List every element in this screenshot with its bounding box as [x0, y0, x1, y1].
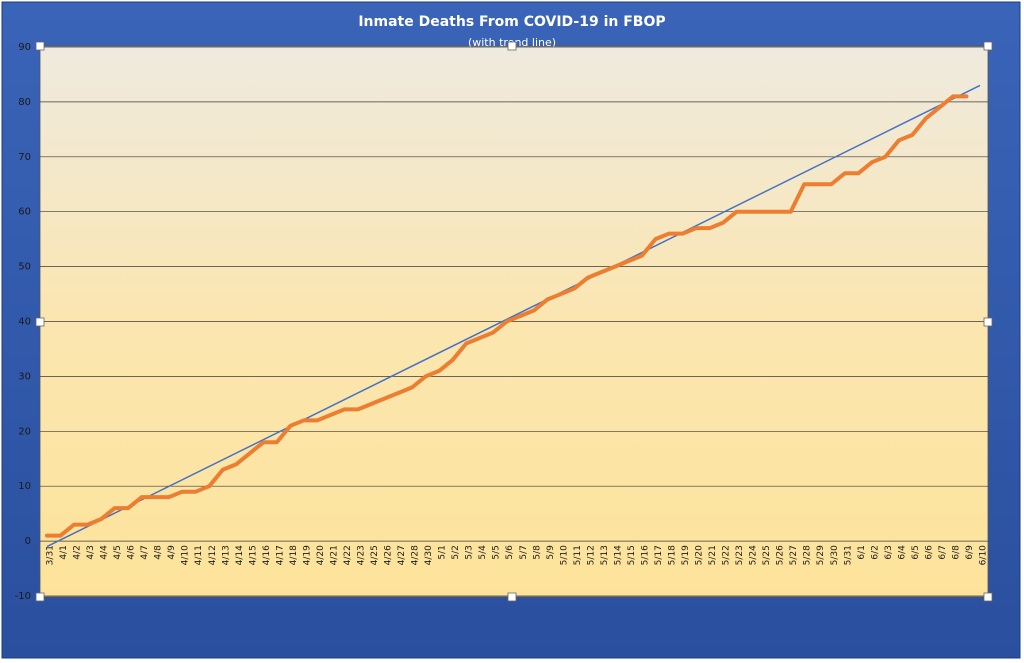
- x-tick-label: 5/2: [451, 545, 461, 559]
- x-tick-label: 4/4: [100, 545, 110, 560]
- x-tick-label: 6/5: [911, 545, 921, 559]
- x-tick-label: 5/26: [776, 545, 786, 565]
- x-tick-label: 5/23: [735, 545, 745, 565]
- x-tick-label: 5/21: [708, 545, 718, 565]
- x-tick-label: 4/16: [262, 545, 272, 565]
- y-tick-label: 40: [18, 317, 31, 328]
- x-tick-label: 5/6: [505, 545, 515, 560]
- x-tick-label: 4/28: [411, 545, 421, 565]
- x-tick-label: 4/15: [248, 545, 258, 565]
- x-tick-label: 5/16: [640, 545, 650, 565]
- x-tick-label: 5/3: [465, 545, 475, 559]
- data-line: [45, 94, 969, 538]
- x-tick-label: 4/25: [370, 545, 380, 565]
- x-tick-label: 5/5: [492, 545, 502, 559]
- x-tick-label: 4/2: [73, 545, 83, 559]
- trend-line: [46, 84, 981, 548]
- x-tick-label: 6/6: [924, 545, 934, 560]
- x-tick-label: 6/4: [897, 545, 907, 560]
- y-tick-label: 60: [18, 207, 31, 218]
- x-tick-label: 5/28: [803, 545, 813, 565]
- chart-title: Inmate Deaths From COVID-19 in FBOP: [358, 14, 665, 30]
- x-tick-label: 5/27: [789, 545, 799, 565]
- x-tick-label: 5/31: [843, 545, 853, 565]
- x-tick-label: 5/15: [627, 545, 637, 565]
- x-tick-label: 6/7: [938, 545, 948, 559]
- x-tick-label: 4/23: [357, 545, 367, 565]
- x-tick-label: 4/3: [86, 545, 96, 559]
- y-tick-label: 30: [18, 371, 31, 382]
- x-tick-label: 5/29: [816, 545, 826, 565]
- x-tick-label: 4/10: [181, 545, 191, 565]
- y-tick-label: 10: [18, 481, 31, 492]
- x-tick-label: 4/8: [154, 545, 164, 560]
- x-tick-label: 5/8: [532, 545, 542, 560]
- x-tick-label: 6/10: [979, 545, 989, 565]
- x-tick-label: 4/9: [167, 545, 177, 560]
- y-tick-label: 0: [25, 536, 31, 547]
- x-tick-label: 4/6: [127, 545, 137, 560]
- x-tick-label: 5/30: [830, 545, 840, 565]
- x-tick-label: 6/9: [965, 545, 975, 560]
- x-tick-label: 5/11: [573, 545, 583, 565]
- x-tick-label: 4/7: [140, 545, 150, 559]
- x-tick-label: 4/14: [235, 545, 245, 565]
- x-tick-label: 4/1: [59, 545, 69, 559]
- x-tick-label: 4/19: [302, 545, 312, 565]
- y-tick-label: 80: [18, 97, 31, 108]
- y-tick-label: 70: [18, 152, 31, 163]
- x-tick-label: 5/7: [519, 545, 529, 559]
- x-tick-label: 4/5: [113, 545, 123, 559]
- x-tick-label: 5/19: [681, 545, 691, 565]
- x-tick-label: 4/18: [289, 545, 299, 565]
- x-tick-label: 5/14: [613, 545, 623, 565]
- x-tick-label: 4/30: [424, 545, 434, 565]
- x-tick-label: 6/8: [951, 545, 961, 560]
- x-tick-label: 4/12: [208, 545, 218, 565]
- x-tick-label: 5/20: [695, 545, 705, 565]
- x-tick-label: 5/17: [654, 545, 664, 565]
- x-tick-label: 5/25: [762, 545, 772, 565]
- marks: [45, 84, 981, 548]
- x-tick-label: 4/17: [275, 545, 285, 565]
- x-tick-label: 4/27: [397, 545, 407, 565]
- y-tick-label: 90: [18, 42, 31, 53]
- x-tick-label: 5/22: [722, 545, 732, 565]
- x-tick-label: 6/3: [884, 545, 894, 559]
- x-tick-label: 5/1: [438, 545, 448, 559]
- x-tick-label: 5/9: [546, 545, 556, 560]
- x-tick-label: 5/12: [586, 545, 596, 565]
- x-tick-label: 5/18: [668, 545, 678, 565]
- x-tick-label: 4/22: [343, 545, 353, 565]
- x-tick-label: 3/31: [46, 545, 56, 565]
- x-tick-label: 6/1: [857, 545, 867, 559]
- selection-handles: [35, 41, 993, 602]
- x-tick-label: 4/20: [316, 545, 326, 565]
- x-tick-label: 4/26: [384, 545, 394, 565]
- x-tick-label: 4/11: [194, 545, 204, 565]
- x-tick-label: 4/21: [329, 545, 339, 565]
- x-tick-label: 4/13: [221, 545, 231, 565]
- x-tick-label: 5/13: [600, 545, 610, 565]
- y-tick-label: 50: [18, 262, 31, 273]
- x-tick-label: 5/24: [749, 545, 759, 565]
- x-tick-label: 5/4: [478, 545, 488, 560]
- y-tick-label: -10: [15, 591, 31, 602]
- y-tick-label: 20: [18, 426, 31, 437]
- x-tick-label: 6/2: [870, 545, 880, 559]
- x-tick-label: 5/10: [559, 545, 569, 565]
